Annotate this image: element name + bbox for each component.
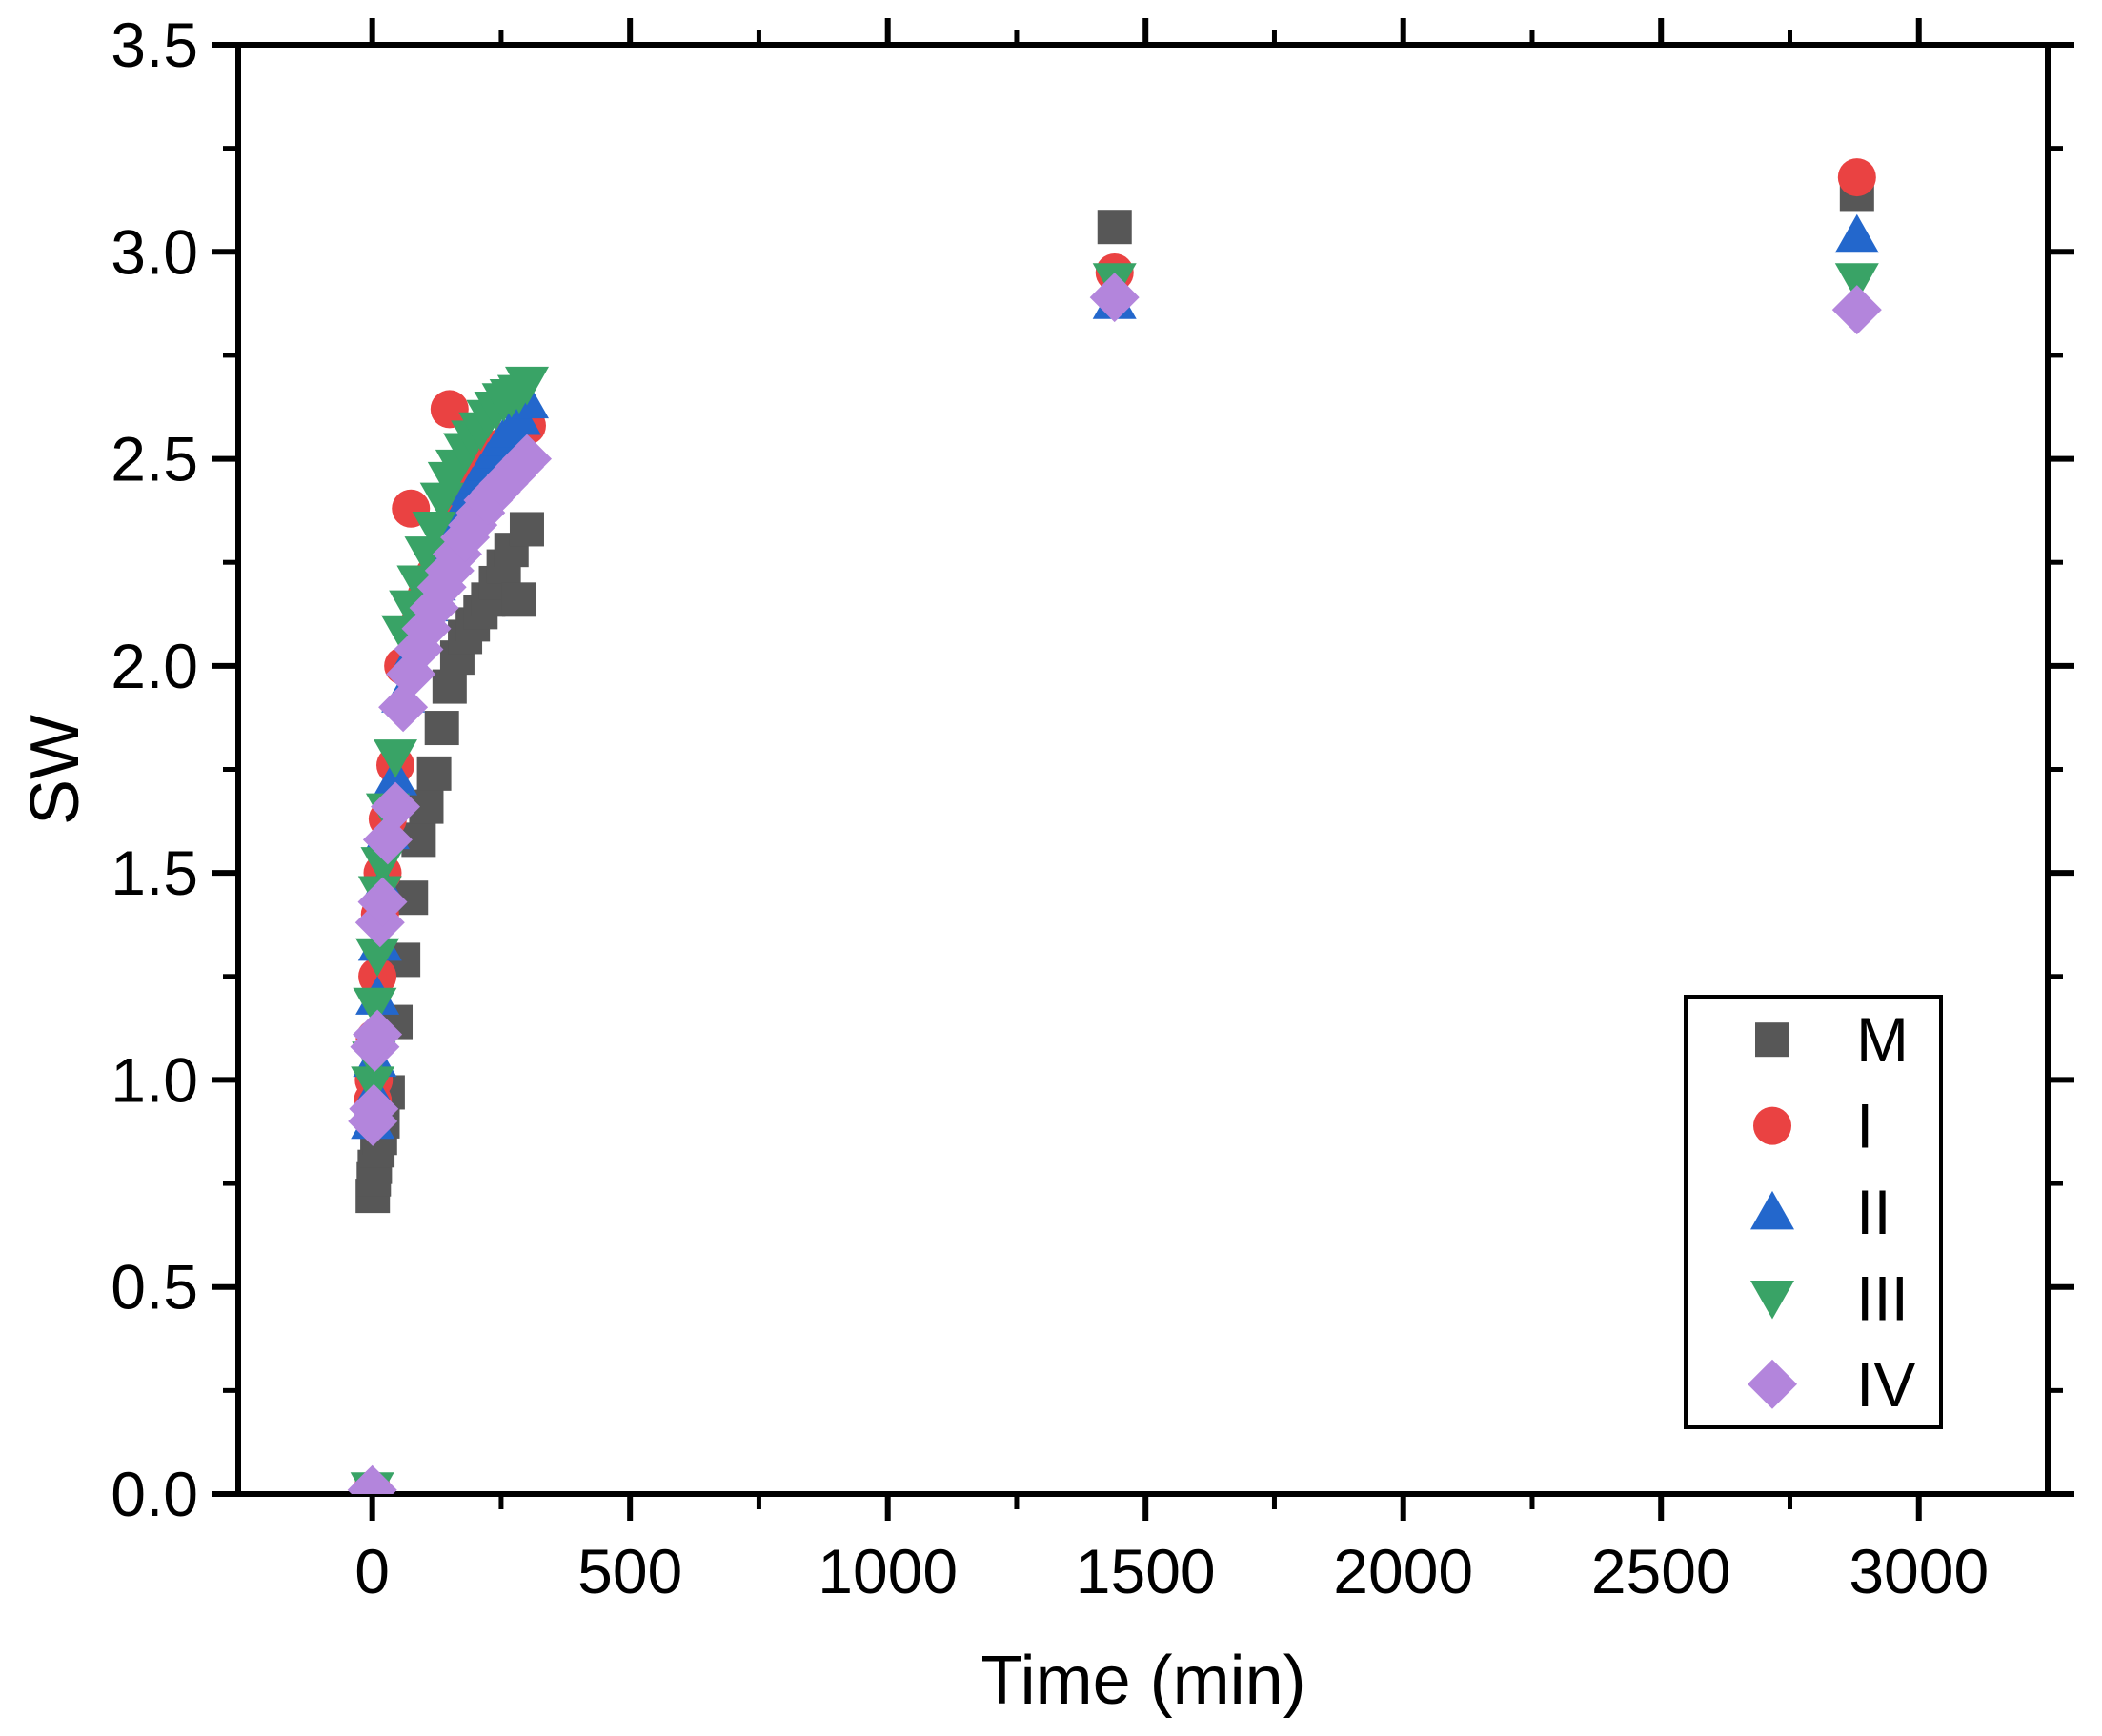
point-III	[404, 536, 449, 575]
legend-marker-IV	[1748, 1359, 1797, 1409]
x-tick-label: 2500	[1591, 1536, 1731, 1606]
point-IV	[362, 815, 413, 865]
point-M	[501, 582, 536, 617]
y-tick-label: 3.5	[111, 10, 198, 80]
point-IV	[353, 1009, 403, 1060]
legend-marker-M	[1755, 1022, 1789, 1058]
y-tick-label: 2.5	[111, 424, 198, 495]
legend-label-M: M	[1856, 1004, 1909, 1075]
point-III	[505, 366, 549, 406]
point-I	[430, 390, 469, 429]
x-tick-label: 3000	[1849, 1536, 1989, 1606]
x-tick-label: 1000	[818, 1536, 958, 1606]
point-IV	[349, 1083, 399, 1134]
data-points-layer	[347, 158, 1882, 1494]
point-M	[416, 756, 452, 791]
y-tick-label: 1.5	[111, 838, 198, 908]
point-M	[1097, 210, 1132, 245]
point-IV	[357, 877, 408, 927]
point-III	[374, 739, 417, 778]
point-III	[353, 987, 397, 1027]
point-IV	[378, 682, 429, 733]
y-tick-label: 2.0	[111, 631, 198, 701]
legend-marker-II	[1750, 1190, 1794, 1230]
point-I	[1837, 158, 1876, 197]
legend-label-III: III	[1856, 1262, 1909, 1333]
y-tick-label: 1.0	[111, 1044, 198, 1115]
point-IV	[502, 434, 552, 484]
point-III	[1834, 263, 1879, 302]
x-tick-label: 1500	[1076, 1536, 1216, 1606]
point-III	[412, 512, 456, 551]
point-IV	[1089, 273, 1140, 323]
point-IV	[371, 781, 420, 832]
legend-box	[1684, 995, 1943, 1429]
legend-marker-I	[1753, 1106, 1791, 1145]
point-M	[432, 669, 467, 704]
x-tick-label: 2000	[1333, 1536, 1473, 1606]
y-axis-title: SW	[17, 715, 93, 825]
legend-label-II: II	[1856, 1177, 1891, 1247]
y-tick-label: 0.0	[111, 1459, 198, 1529]
x-tick-label: 500	[577, 1536, 682, 1606]
point-III	[355, 938, 400, 978]
point-II	[1834, 213, 1879, 253]
x-tick-label: 0	[354, 1536, 390, 1606]
axis-ticks: 0 500 1000 1500 2000 2500 3000 0.0 0.5 1.0 1.5 2.0 2…	[111, 10, 2074, 1606]
point-M	[424, 711, 459, 746]
point-IV	[347, 1464, 397, 1494]
point-M	[509, 512, 544, 547]
y-tick-label: 0.5	[111, 1252, 198, 1322]
y-tick-label: 3.0	[111, 216, 198, 287]
legend-label-I: I	[1856, 1091, 1873, 1161]
x-axis-title: Time (min)	[980, 1643, 1305, 1719]
point-IV	[1831, 285, 1882, 335]
legend-marker-III	[1750, 1281, 1794, 1320]
legend-label-IV: IV	[1856, 1349, 1915, 1420]
